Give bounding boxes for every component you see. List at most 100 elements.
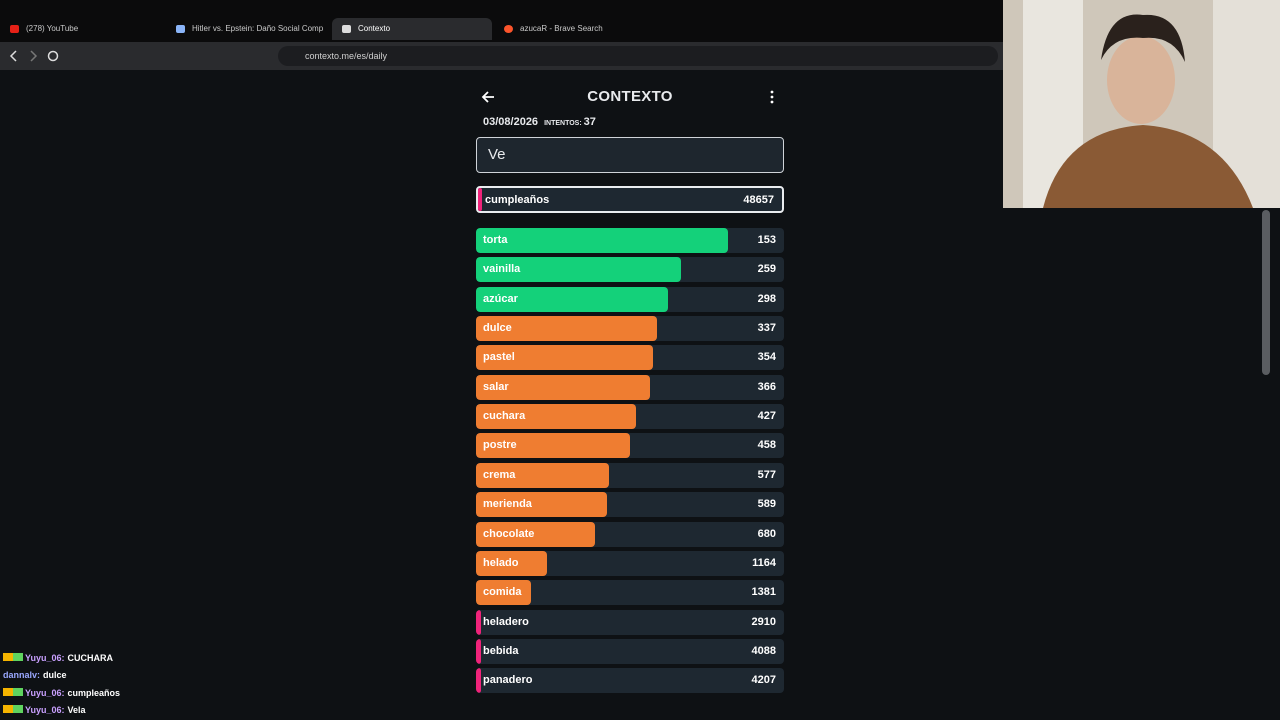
- proximity-bar: [476, 374, 650, 400]
- proximity-bar: [476, 668, 481, 694]
- date: 03/08/2026: [483, 116, 539, 128]
- badges: [3, 653, 23, 661]
- proximity-bar: [476, 521, 595, 547]
- word: vainilla: [483, 263, 521, 276]
- guess-row: crema 577: [476, 462, 784, 488]
- proximity-bar: [476, 286, 669, 312]
- chat-line: Yuyu_06: CUCHARA: [3, 650, 120, 667]
- bar: [478, 188, 482, 211]
- rank: 4207: [751, 674, 776, 687]
- rank: 337: [757, 322, 776, 335]
- address-bar[interactable]: contexto.me/es/daily: [278, 46, 998, 66]
- attempts: 37: [583, 116, 596, 128]
- word: azúcar: [483, 292, 518, 305]
- proximity-bar: [476, 257, 681, 283]
- tab-title: (278) YouTube: [26, 24, 79, 33]
- word: pastel: [483, 351, 515, 364]
- proximity-bar: [476, 462, 610, 488]
- guess-row: bebida 4088: [476, 638, 784, 664]
- rank: 354: [757, 351, 776, 364]
- chat-text: CUCHARA: [67, 653, 114, 663]
- back-button[interactable]: [480, 90, 496, 104]
- rank: 48657: [743, 194, 774, 206]
- guess-row: helado 1164: [476, 550, 784, 576]
- proximity-bar: [476, 433, 630, 459]
- rank: 427: [757, 410, 776, 423]
- game-info: 03/08/2026 INTENTOS: 37: [483, 116, 596, 128]
- guess-row: comida 1381: [476, 580, 784, 606]
- chat-line: Yuyu_06: Vela: [3, 702, 120, 719]
- tab[interactable]: (278) YouTube: [0, 18, 166, 40]
- rank: 577: [757, 468, 776, 481]
- guess-input[interactable]: Ve: [476, 137, 784, 173]
- guess-row: azúcar 298: [476, 286, 784, 312]
- guess-row: dulce 337: [476, 316, 784, 342]
- guess-row: heladero 2910: [476, 609, 784, 635]
- rank: 1381: [751, 586, 776, 599]
- proximity-bar: [476, 609, 481, 635]
- rank: 4088: [751, 644, 776, 657]
- guess-row: postre 458: [476, 433, 784, 459]
- webcam-image: [1003, 0, 1280, 208]
- word: bebida: [483, 644, 519, 657]
- proximity-bar: [476, 550, 547, 576]
- word: panadero: [483, 674, 533, 687]
- nav-buttons[interactable]: [6, 48, 66, 64]
- attempts-label: INTENTOS:: [544, 120, 582, 127]
- guess-row: pastel 354: [476, 345, 784, 371]
- guess-row: vainilla 259: [476, 257, 784, 283]
- proximity-bar: [476, 228, 728, 253]
- chat-line: Yuyu_06: cumpleaños: [3, 685, 120, 702]
- word: dulce: [483, 322, 512, 335]
- word: comida: [483, 586, 522, 599]
- proximity-bar: [476, 638, 481, 664]
- word: helado: [483, 556, 519, 569]
- chat-user: Yuyu_06:: [25, 687, 65, 698]
- word: cuchara: [483, 410, 526, 423]
- last-guess: cumpleaños 48657: [476, 186, 784, 213]
- chat-line: dannalv: dulce: [3, 667, 120, 684]
- badges: [3, 687, 23, 696]
- rank: 458: [757, 439, 776, 452]
- rank: 366: [757, 380, 776, 393]
- chat: Yuyu_06: CUCHARA dannalv: dulce Yuyu_06: cump…: [3, 650, 120, 719]
- word: torta: [483, 234, 508, 246]
- proximity-bar: [476, 580, 532, 606]
- guess-row: salar 366: [476, 374, 784, 400]
- word: crema: [483, 468, 516, 481]
- tab[interactable]: Hitler vs. Epstein: Daño Social Comp: [166, 18, 332, 40]
- rank: 153: [757, 234, 776, 246]
- rank: 2910: [751, 615, 776, 628]
- proximity-bar: [476, 316, 658, 342]
- word: postre: [483, 439, 517, 452]
- tab[interactable]: azucaR - Brave Search: [494, 18, 660, 40]
- guess-row: cuchara 427: [476, 404, 784, 430]
- rank: 298: [757, 292, 776, 305]
- tab-title: Contexto: [358, 24, 391, 33]
- badges: [3, 704, 23, 713]
- scrollbar[interactable]: [1262, 210, 1270, 375]
- rank: 589: [757, 498, 776, 511]
- chat-user: Yuyu_06:: [25, 704, 65, 715]
- guess-row: chocolate 680: [476, 521, 784, 547]
- menu-button[interactable]: [768, 90, 776, 104]
- tab[interactable]: Contexto: [332, 18, 492, 40]
- guess-row: torta 153: [476, 228, 784, 253]
- proximity-bar: [476, 404, 637, 430]
- word: cumpleaños: [485, 194, 550, 206]
- tab-title: Hitler vs. Epstein: Daño Social Comp: [192, 24, 324, 33]
- proximity-bar: [476, 492, 608, 518]
- url: contexto.me/es/daily: [305, 51, 388, 61]
- chat-text: dulce: [43, 670, 67, 681]
- guess-row: panadero 4207: [476, 668, 784, 694]
- webcam: [1003, 0, 1280, 208]
- chat-text: cumpleaños: [67, 687, 121, 698]
- word: chocolate: [483, 527, 535, 540]
- rank: 1164: [752, 556, 776, 569]
- game-title: CONTEXTO: [587, 88, 673, 105]
- chat-text: Vela: [67, 704, 86, 715]
- rank: 680: [757, 527, 776, 540]
- rank: 259: [757, 263, 776, 276]
- word: heladero: [483, 615, 529, 628]
